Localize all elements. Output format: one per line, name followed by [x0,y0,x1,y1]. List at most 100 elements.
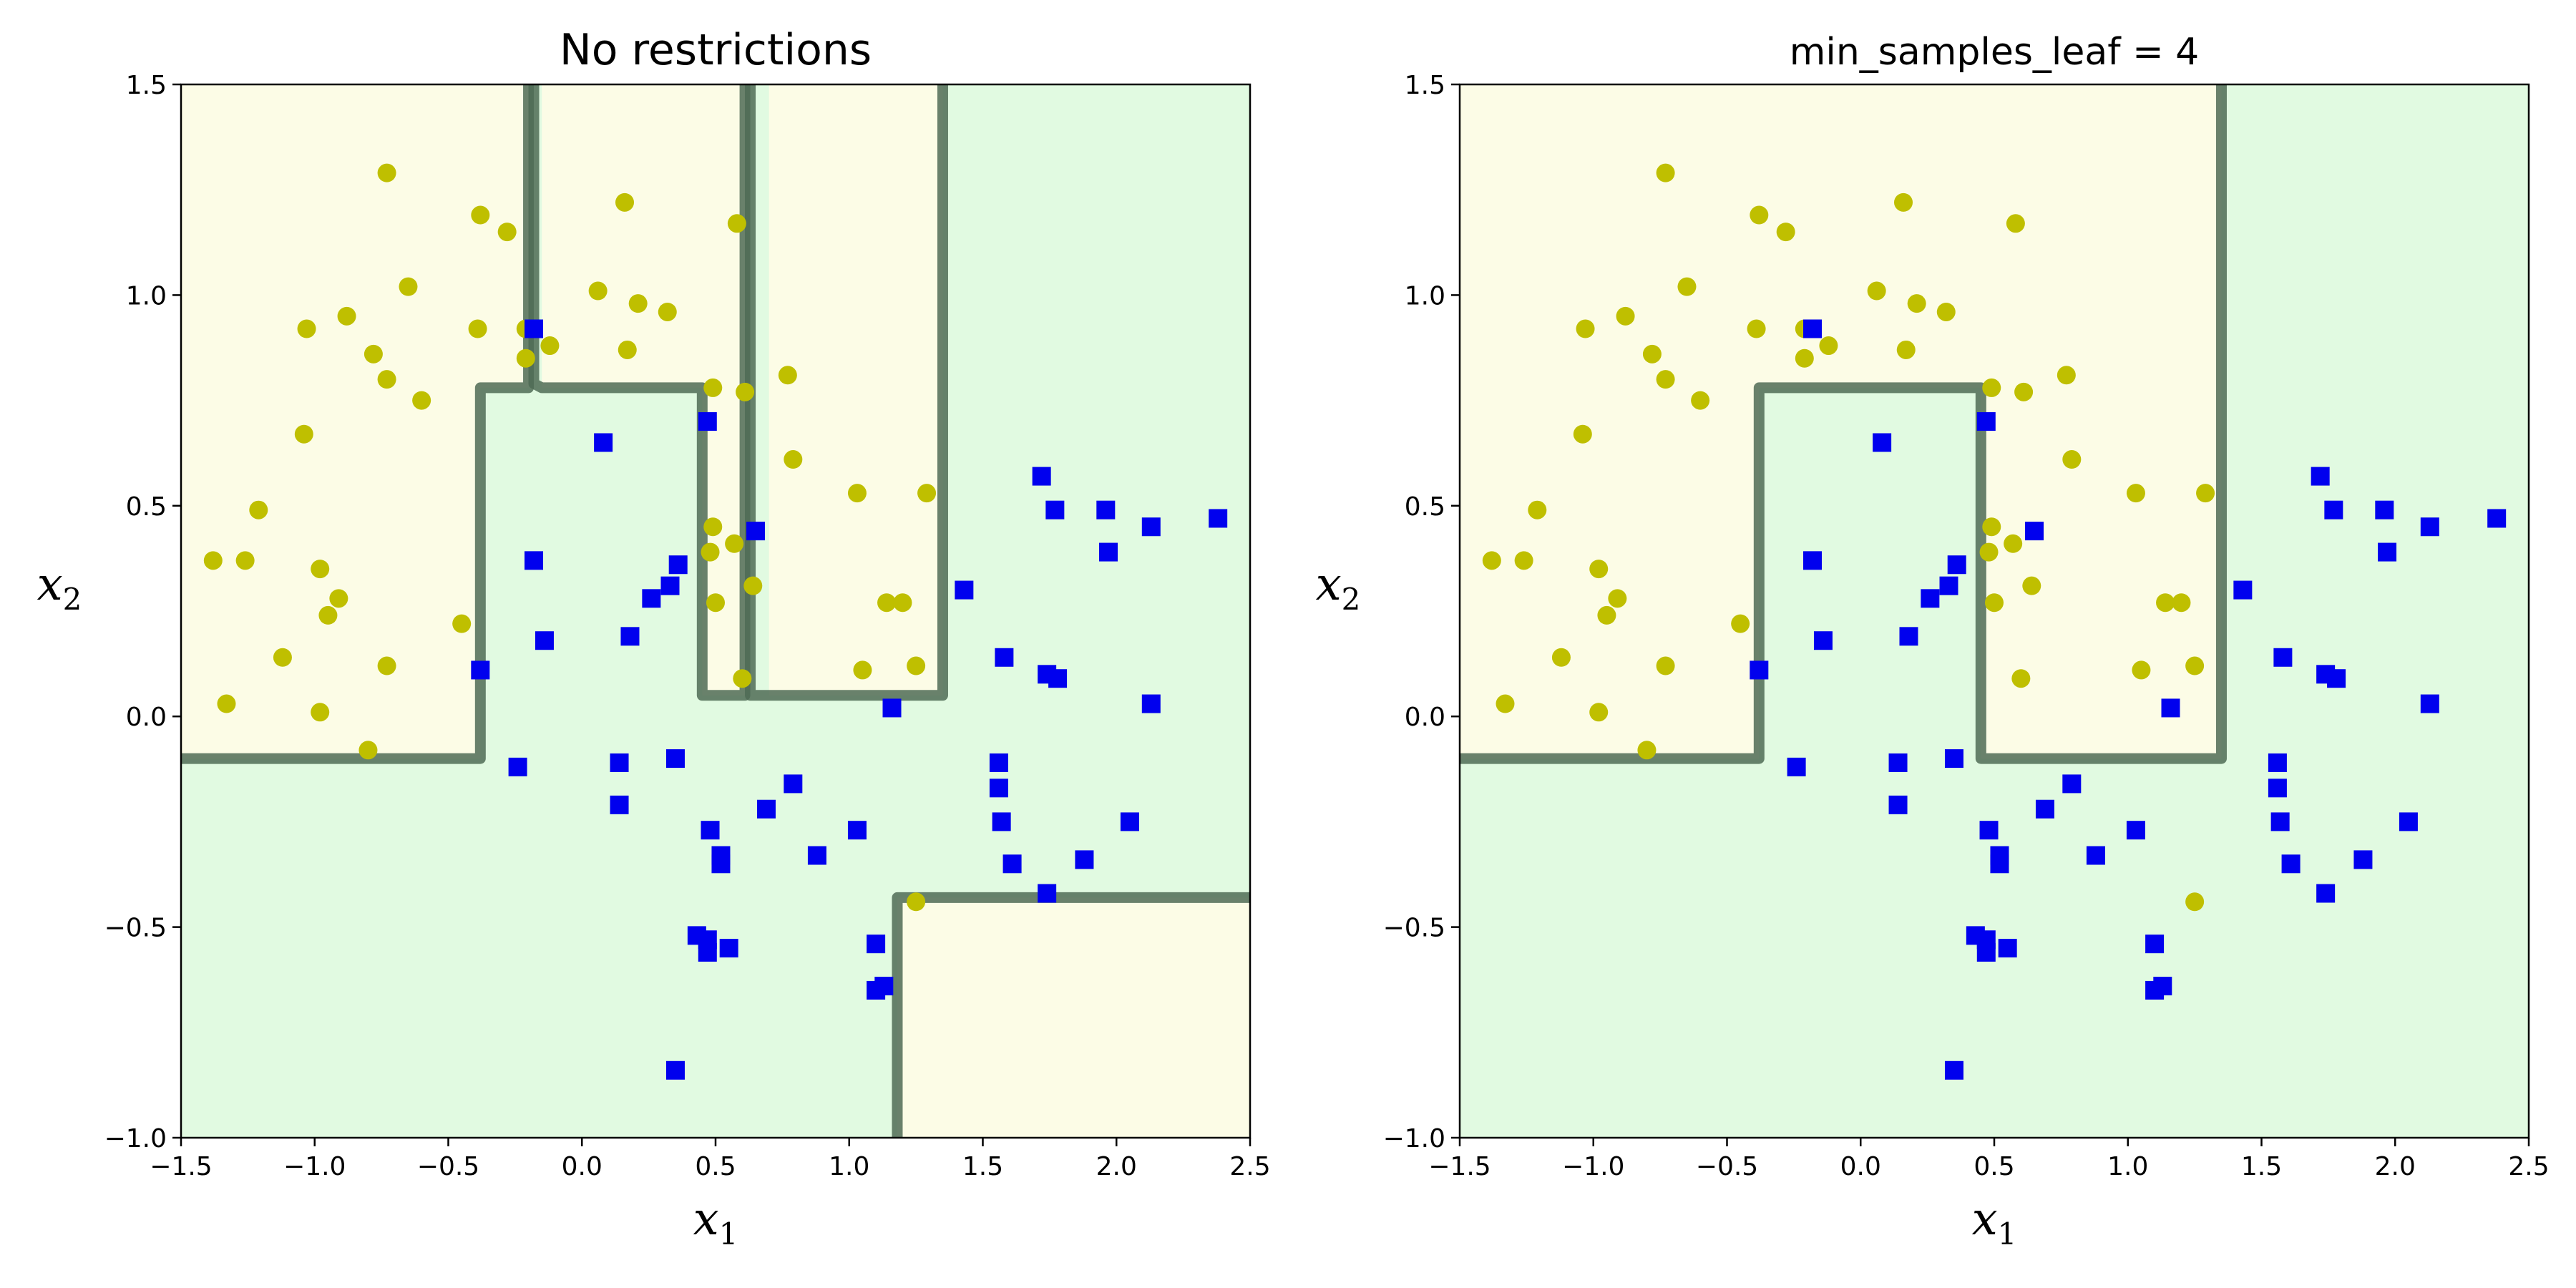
region-class0-2 [769,84,943,696]
class0-point-40 [1985,593,2004,613]
class1-point-3 [525,551,544,570]
class0-point-44 [2156,593,2175,613]
class1-point-16 [1141,517,1161,537]
class1-point-48 [665,1060,685,1080]
class0-point-30 [1896,340,1916,359]
class0-point-13 [203,551,223,570]
class1-point-23 [1787,757,1806,776]
class0-point-10 [412,391,431,410]
class1-point-24 [1888,753,1908,772]
class1-point-6 [1921,589,1940,608]
class1-point-40 [1038,884,1057,903]
class1-point-39 [1075,850,1094,869]
class1-point-16 [2420,517,2439,537]
class0-point-11 [294,424,313,444]
class1-point-34 [847,821,867,840]
class0-point-25 [1819,336,1838,356]
class0-point-20 [377,656,396,675]
class1-point-20 [1048,669,1068,688]
class0-point-16 [1608,589,1627,608]
x-tick-label: −1.0 [283,1152,346,1181]
class0-point-15 [1589,560,1609,579]
class0-point-19 [273,648,292,667]
y-tick-label: −1.0 [104,1124,167,1153]
right-chart-panel: −1.5 −1.0 −0.5 0.0 0.5 1.0 1.5 2.0 2.5−1.0−0.50.… [1316,31,2550,1252]
y-tick-label: −0.5 [1383,914,1445,943]
x-tick-label: 2.0 [1096,1152,1137,1181]
class1-point-27 [2268,779,2287,798]
class0-point-44 [877,593,897,613]
class1-point-31 [2270,812,2290,831]
class1-point-5 [620,627,640,646]
class1-point-20 [2327,669,2346,688]
class0-point-34 [2057,366,2076,385]
class1-point-27 [989,779,1008,798]
class1-point-47 [2153,977,2172,996]
class0-point-31 [727,214,746,233]
decision-boundary-0 [1460,84,2227,764]
class0-point-23 [358,741,378,760]
class0-point-18 [452,614,472,633]
class0-point-3 [1677,277,1697,296]
class1-point-45 [867,935,886,954]
class0-point-11 [1573,424,1592,444]
class0-point-39 [743,576,763,595]
class0-point-2 [1776,223,1795,242]
class0-point-10 [1691,391,1710,410]
region-class0-0 [181,84,529,759]
class1-point-14 [2375,500,2394,519]
class0-point-45 [893,593,912,613]
class1-point-2 [698,412,717,431]
class1-point-14 [1096,500,1116,519]
class0-point-29 [1936,302,1956,321]
class0-point-28 [628,294,648,313]
class1-point-29 [1888,795,1908,814]
class0-point-23 [1637,741,1657,760]
class1-point-22 [2420,694,2439,713]
chart-title: No restrictions [560,25,872,75]
y-tick-label: 0.0 [126,703,167,732]
class0-point-16 [329,589,348,608]
class0-point-2 [497,223,517,242]
y-tick-label: 1.5 [126,71,167,100]
class0-point-38 [1979,542,1999,562]
class1-point-30 [756,799,776,819]
class1-point-6 [642,589,661,608]
x-tick-label: −0.5 [417,1152,479,1181]
class1-point-13 [2324,500,2343,519]
y-tick-label: 1.5 [1405,71,1445,100]
class0-point-43 [917,484,937,503]
class1-point-38 [1002,854,1022,874]
x-tick-label: 0.5 [1974,1152,2014,1181]
class1-point-13 [1045,500,1065,519]
class1-point-36 [711,854,731,874]
class0-point-48 [2185,892,2205,912]
class0-point-4 [337,306,356,326]
x-axis-label: x1 [1972,1193,2017,1252]
class0-point-36 [703,517,723,537]
class1-point-7 [1939,576,1958,595]
class1-point-39 [2353,850,2373,869]
class0-point-40 [706,593,725,613]
class0-point-28 [1907,294,1926,313]
class0-point-14 [235,551,255,570]
class0-point-47 [907,656,926,675]
class0-point-46 [2132,660,2151,680]
class1-point-33 [1979,821,1999,840]
x-axis-label: x1 [693,1193,738,1252]
class1-point-0 [525,319,544,338]
class0-point-24 [516,348,535,368]
class0-point-42 [847,484,867,503]
class0-point-15 [311,560,330,579]
class1-point-23 [508,757,527,776]
class1-point-4 [535,631,554,650]
class1-point-36 [1990,854,2009,874]
x-tick-label: 1.0 [829,1152,869,1181]
class0-point-17 [1597,605,1616,625]
class0-point-37 [725,534,744,553]
class0-point-18 [1731,614,1750,633]
class1-point-43 [1976,942,1996,962]
class0-point-22 [311,703,330,722]
x-tick-label: 2.0 [2375,1152,2416,1181]
